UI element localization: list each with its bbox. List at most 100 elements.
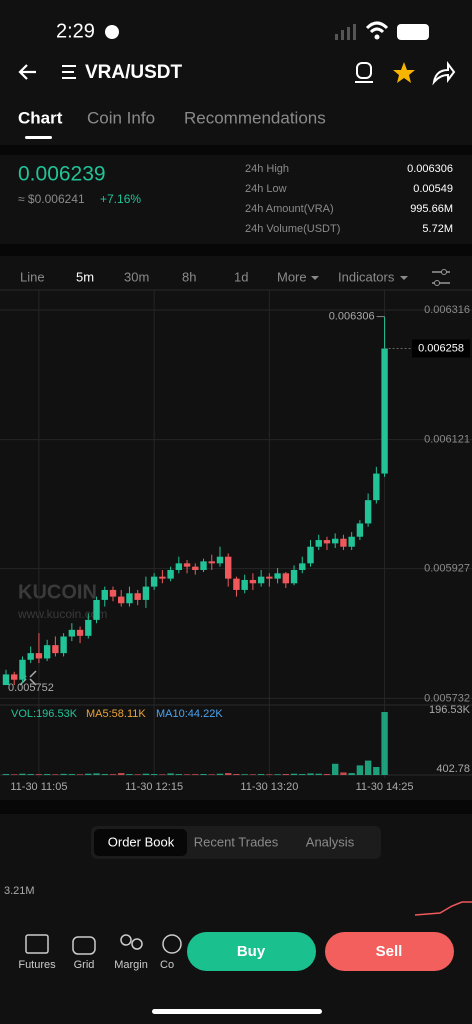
- last-price: 0.006239: [18, 163, 106, 186]
- candle-body: [134, 593, 141, 600]
- divider: [0, 145, 472, 155]
- volume-bar: [126, 774, 133, 775]
- candle-body: [68, 629, 76, 637]
- candle-body: [340, 538, 347, 547]
- divider: [0, 800, 472, 814]
- order-tab[interactable]: Analysis: [306, 834, 355, 849]
- candle-body: [307, 546, 314, 564]
- candle-body: [299, 563, 306, 570]
- settings-knob: [441, 269, 447, 275]
- candle-body: [241, 579, 248, 590]
- candle-body: [60, 636, 67, 654]
- volume-bar: [216, 773, 224, 775]
- volume-bar: [307, 773, 314, 775]
- buy-label: Buy: [237, 943, 266, 960]
- volume-bar: [290, 773, 298, 775]
- volume-bar: [381, 712, 388, 775]
- candle-body: [323, 540, 331, 544]
- menu-icon[interactable]: [62, 65, 76, 79]
- interval[interactable]: Indicators: [338, 269, 395, 284]
- nav-item[interactable]: Grid: [74, 959, 95, 971]
- watermark-url: www.kucoin.com: [17, 607, 107, 621]
- y-tick-label: 0.006121: [424, 434, 470, 446]
- volume-bar: [43, 774, 51, 775]
- candle-body: [381, 348, 388, 474]
- volume-bar: [118, 773, 125, 775]
- home-indicator: [152, 1009, 322, 1014]
- candle-body: [175, 563, 183, 570]
- interval[interactable]: 30m: [124, 269, 149, 284]
- grid-icon: [72, 936, 96, 955]
- volume-bar: [2, 774, 10, 775]
- candle-body: [200, 561, 207, 570]
- margin-icon: [131, 938, 143, 950]
- status-icon: [105, 25, 119, 39]
- nav-item[interactable]: Futures: [18, 959, 56, 971]
- favorite-button[interactable]: [393, 62, 415, 83]
- interval[interactable]: Line: [20, 269, 45, 284]
- dropdown-arrow: [311, 276, 319, 280]
- y-tick-label: 0.005927: [424, 563, 470, 575]
- share-button[interactable]: [432, 61, 456, 86]
- candle-body: [76, 629, 84, 636]
- volume-bar: [249, 774, 257, 775]
- stat-label: 24h Low: [245, 183, 287, 195]
- stat-label: 24h High: [245, 163, 289, 175]
- volume-bar: [332, 763, 339, 775]
- price-change: +7.16%: [100, 192, 141, 206]
- volume-bar: [208, 774, 215, 775]
- stat-value: 5.72M: [422, 223, 453, 235]
- order-tab[interactable]: Recent Trades: [194, 834, 279, 849]
- volume-bar: [101, 774, 108, 775]
- candle-body: [2, 674, 10, 686]
- copy-icon: [162, 934, 182, 954]
- candle-body: [233, 578, 240, 590]
- candle-body: [101, 589, 108, 600]
- volume-bar: [299, 774, 306, 775]
- order-tab-active: [94, 829, 187, 856]
- volume-bar: [257, 774, 265, 775]
- volume-legend: MA5:58.11K: [86, 708, 146, 720]
- interval[interactable]: 8h: [182, 269, 196, 284]
- candle-body: [85, 619, 92, 636]
- interval[interactable]: More: [277, 269, 307, 284]
- volume-bar: [175, 774, 183, 775]
- volume-bar: [68, 774, 76, 775]
- volume-bar: [373, 766, 380, 775]
- volume-bar: [200, 774, 207, 775]
- x-tick-label: 11-30 14:25: [356, 781, 414, 793]
- candle-body: [282, 573, 290, 584]
- candle-body: [208, 561, 215, 564]
- divider: [0, 244, 472, 256]
- tab-indicator: [25, 136, 52, 139]
- candle-body: [364, 500, 372, 524]
- candle-body: [167, 569, 174, 579]
- nav-item[interactable]: Co: [160, 959, 174, 971]
- order-tab[interactable]: Order Book: [108, 834, 175, 849]
- tab[interactable]: Recommendations: [184, 108, 326, 127]
- volume-bar: [85, 773, 92, 775]
- alert-button[interactable]: [356, 62, 372, 79]
- volume-bar: [274, 774, 281, 775]
- interval[interactable]: 5m: [76, 269, 94, 284]
- buy-button[interactable]: [187, 932, 316, 971]
- tab-active[interactable]: Chart: [18, 108, 63, 127]
- back-button[interactable]: [18, 64, 36, 80]
- watermark-brand: KUCOIN: [18, 581, 97, 603]
- candle-body: [348, 536, 355, 547]
- sell-button[interactable]: [325, 932, 454, 971]
- candle-body: [274, 573, 281, 579]
- interval[interactable]: 1d: [234, 269, 248, 284]
- last-price-tag: [412, 339, 470, 358]
- stat-value: 995.66M: [410, 203, 453, 215]
- candle-body: [183, 563, 191, 567]
- dropdown-arrow: [400, 276, 408, 280]
- volume-bar: [27, 774, 34, 775]
- nav-item[interactable]: Margin: [114, 959, 148, 971]
- volume-legend: MA10:44.22K: [156, 708, 223, 720]
- stat-label: 24h Amount(VRA): [245, 203, 334, 215]
- tab[interactable]: Coin Info: [87, 108, 155, 127]
- stat-label: 24h Volume(USDT): [245, 223, 340, 235]
- depth-line: [414, 901, 472, 916]
